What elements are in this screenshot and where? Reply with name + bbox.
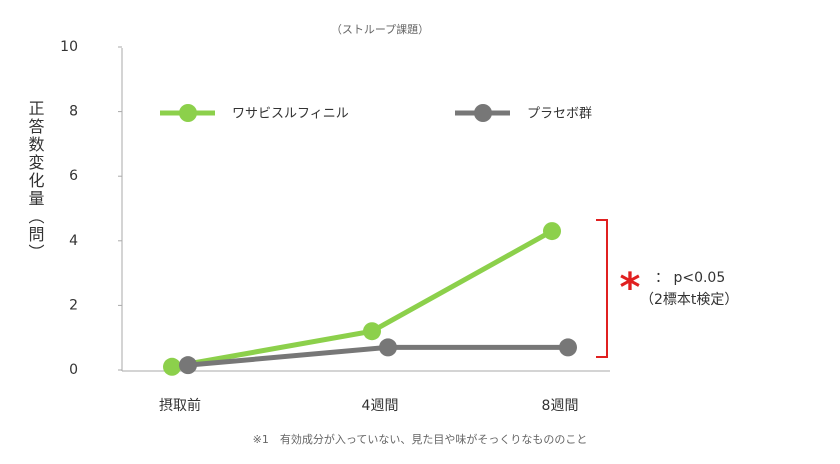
chart-title: （ストループ課題） xyxy=(331,22,429,36)
data-point xyxy=(163,357,181,376)
y-axis-label: 正答数変化量（問） xyxy=(26,100,45,262)
significance-label: ： p<0.05 xyxy=(655,270,725,286)
legend-marker xyxy=(179,104,197,122)
legend-label: ワサビスルフィニル xyxy=(232,107,349,122)
y-tick-label: 10 xyxy=(60,39,78,55)
x-tick-label: 摂取前 xyxy=(159,397,201,414)
legend-marker xyxy=(474,104,492,122)
data-point xyxy=(363,322,381,341)
significance-star: * xyxy=(620,265,641,311)
footnote: ※1 有効成分が入っていない、見た目や味がそっくりなもののこと xyxy=(253,432,588,446)
y-tick-label: 0 xyxy=(69,362,78,378)
significance-bracket xyxy=(596,219,608,358)
data-point xyxy=(559,338,577,357)
data-point xyxy=(179,356,197,375)
test-label: （2標本t検定） xyxy=(640,292,738,308)
data-point xyxy=(543,222,561,241)
y-tick-label: 6 xyxy=(69,168,78,184)
y-tick-label: 2 xyxy=(69,297,78,313)
x-tick-label: 8週間 xyxy=(542,398,579,414)
data-point xyxy=(379,338,397,357)
legend-label: プラセボ群 xyxy=(527,107,592,122)
y-tick-label: 8 xyxy=(69,104,78,120)
x-tick-label: 4週間 xyxy=(362,398,399,414)
y-tick-label: 4 xyxy=(69,233,78,249)
